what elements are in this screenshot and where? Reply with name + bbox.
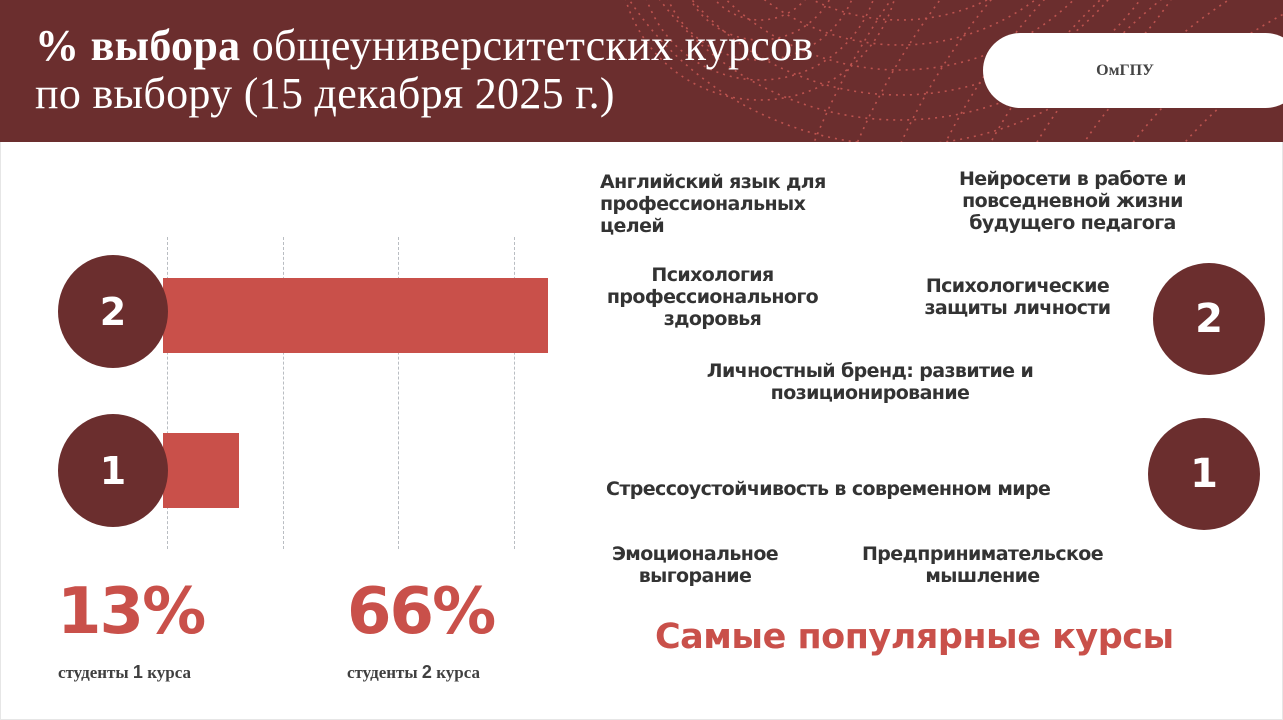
badge-label: 2	[99, 289, 127, 334]
label-text: студенты	[58, 663, 133, 682]
course-english: Английский язык для профессиональных цел…	[600, 171, 826, 237]
label-num: 1	[132, 662, 143, 682]
right-year-2-badge: 2	[1153, 263, 1265, 375]
label-text: студенты	[347, 663, 422, 682]
year-1-badge: 1	[58, 414, 168, 527]
course-health-psychology: Психология профессионального здоровья	[606, 264, 819, 330]
badge-label: 1	[99, 448, 127, 493]
year-2-badge: 2	[58, 255, 168, 368]
grid-line	[283, 237, 284, 549]
dotted-arc-pattern-icon	[625, 0, 1283, 142]
course-personal-brand: Личностный бренд: развитие и позициониро…	[706, 360, 1034, 404]
stat-year-2-label: студенты 2 курса	[347, 662, 480, 683]
header-banner: % выбора общеуниверситетских курсов по в…	[0, 0, 1283, 142]
stat-year-1-label: студенты 1 курса	[58, 662, 191, 683]
page-title: % выбора общеуниверситетских курсов по в…	[35, 22, 813, 118]
bar-year-2	[163, 278, 548, 353]
grid-line	[398, 237, 399, 549]
grid-line	[514, 237, 515, 549]
popular-courses-heading: Самые популярные курсы	[655, 617, 1174, 657]
course-burnout: Эмоциональное выгорание	[611, 543, 779, 587]
course-neural-networks: Нейросети в работе и повседневной жизни …	[958, 168, 1187, 234]
badge-label: 1	[1190, 451, 1218, 497]
grid-line	[167, 237, 168, 549]
title-line2: по выбору (15 декабря 2025 г.)	[35, 69, 615, 118]
label-num: 2	[421, 662, 432, 682]
course-entrepreneurship: Предпринимательское мышление	[861, 543, 1104, 587]
course-stress-resistance: Стрессоустойчивость в современном мире	[606, 478, 1051, 500]
course-psych-defense: Психологические защиты личности	[924, 275, 1111, 319]
right-year-1-badge: 1	[1148, 418, 1260, 530]
logo-pill: ОмГПУ	[983, 33, 1283, 108]
title-bold: % выбора	[35, 21, 241, 70]
logo-text: ОмГПУ	[1096, 61, 1154, 79]
stat-year-2-value: 66%	[347, 575, 496, 649]
label-text: курса	[431, 663, 480, 682]
stat-year-1-value: 13%	[57, 575, 206, 649]
label-text: курса	[142, 663, 191, 682]
title-rest: общеуниверситетских курсов	[251, 21, 814, 70]
badge-label: 2	[1195, 296, 1223, 342]
bar-year-1	[163, 433, 239, 508]
